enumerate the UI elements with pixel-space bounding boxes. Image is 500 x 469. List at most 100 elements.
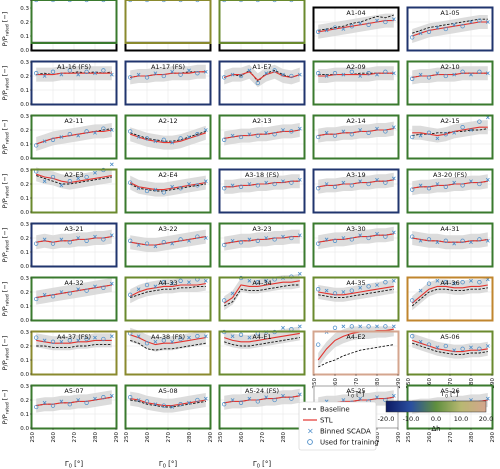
- scada-point: [153, 187, 158, 192]
- scada-point-stroke: [203, 236, 208, 240]
- scada-point-stroke: [187, 400, 191, 405]
- legend-binned-marker: ×: [307, 427, 314, 436]
- colorbar-gradient: [385, 400, 487, 413]
- baseline-line: [224, 337, 300, 347]
- scada-point-stroke: [418, 288, 423, 293]
- panel-frame: [218, 276, 306, 322]
- baseline-line: [224, 69, 300, 83]
- scada-point: [230, 238, 235, 243]
- uncertainty-band: [36, 123, 112, 151]
- scada-point-stroke: [42, 139, 47, 144]
- scada-point-stroke: [341, 324, 346, 329]
- training-point: [67, 132, 72, 137]
- panel-title: A5-06: [440, 333, 459, 341]
- panel-frame: [124, 0, 212, 44]
- training-point: [410, 334, 415, 339]
- scada-point: [76, 287, 81, 292]
- scada-point: [93, 396, 97, 401]
- panel-A1-E7: A1-E7: [218, 60, 306, 106]
- panel-A5-E6: A5-E6: [218, 0, 306, 44]
- panel-A2-09: A2-09: [312, 60, 400, 106]
- scada-point: [136, 186, 141, 191]
- scada-point: [230, 72, 235, 77]
- stl-line: [36, 72, 112, 76]
- panel-title: A4-32: [64, 279, 83, 287]
- scada-point-stroke: [59, 72, 64, 77]
- training-point: [67, 68, 72, 73]
- scada-point-stroke: [281, 325, 285, 330]
- scada-point-stroke: [391, 176, 396, 181]
- panel-A5-08: A5-08 250 260 270 280 290: [124, 384, 214, 443]
- scada-point: [203, 278, 208, 283]
- training-point: [101, 68, 106, 73]
- panel-A1-17 (FS): A1-17 (FS): [124, 60, 212, 106]
- scada-point: [59, 135, 64, 139]
- legend-stl-label: STL: [320, 417, 333, 425]
- training-point: [366, 71, 371, 76]
- training-point: [67, 402, 72, 407]
- training-point: [50, 174, 56, 180]
- x-tick-label: 280: [375, 432, 381, 443]
- panel-A4-38 (FS): A4-38 (FS): [124, 327, 212, 376]
- panel-A3-22: A3-22: [124, 222, 212, 268]
- panel-frame: [406, 114, 494, 160]
- uncertainty-band: [318, 226, 394, 250]
- scada-point-stroke: [93, 71, 97, 76]
- training-point: [67, 179, 72, 184]
- stl-line: [36, 396, 112, 407]
- scada-point-stroke: [187, 68, 191, 73]
- scada-point-stroke: [418, 183, 423, 188]
- panel-A5-07: A5-07 0.0 0.1 0.2 0.3 250 260 270 280 290: [20, 384, 120, 443]
- training-point: [255, 238, 260, 243]
- scada-point-stroke: [485, 344, 490, 348]
- scada-point: [93, 130, 97, 135]
- scada-point: [59, 399, 64, 404]
- baseline-line: [317, 344, 394, 368]
- scada-point: [170, 69, 175, 74]
- scada-point: [59, 290, 64, 294]
- scada-point-stroke: [136, 186, 141, 191]
- scada-point: [230, 133, 235, 138]
- scada-point-stroke: [203, 128, 208, 132]
- stl-line: [130, 334, 206, 346]
- training-point: [144, 241, 150, 246]
- scada-point-stroke: [42, 179, 47, 184]
- row-ylabel: P/Prated [−]: [1, 390, 11, 425]
- training-point: [460, 238, 465, 243]
- y-tick-label: 0.3: [20, 114, 29, 120]
- scada-point-stroke: [42, 338, 47, 343]
- scada-point: [469, 128, 473, 132]
- panel-title: A3-18 (FS): [245, 171, 279, 179]
- scada-point-stroke: [93, 335, 97, 340]
- panel-frame: [30, 276, 118, 322]
- scada-point: [324, 288, 329, 293]
- scada-point-stroke: [203, 179, 208, 184]
- training-point: [477, 69, 482, 74]
- panel-title: A5-26: [440, 387, 459, 395]
- scada-point-stroke: [452, 281, 457, 286]
- x-tick-label: 250: [218, 432, 224, 443]
- scada-point-stroke: [375, 283, 379, 287]
- training-point: [84, 336, 89, 342]
- scada-point: [375, 283, 379, 287]
- training-point: [128, 75, 133, 80]
- scada-point: [42, 139, 47, 144]
- scada-point-stroke: [435, 278, 440, 283]
- baseline-line: [130, 130, 206, 142]
- scada-point: [485, 344, 490, 348]
- baseline-line: [36, 344, 112, 348]
- panel-title: A5-E6: [252, 0, 271, 2]
- scada-point-stroke: [203, 396, 208, 401]
- training-point: [195, 183, 200, 188]
- scada-point-stroke: [485, 177, 490, 182]
- training-point: [426, 237, 432, 242]
- panel-A4-36: A4-36: [406, 276, 494, 322]
- training-point: [50, 137, 56, 142]
- panel-A5-28: A5-280.00.10.20.3: [20, 0, 118, 44]
- training-point: [50, 294, 56, 299]
- training-point: [349, 69, 354, 74]
- uncertainty-band: [130, 64, 206, 85]
- y-tick-label: 0.3: [20, 330, 29, 336]
- training-point: [316, 71, 321, 76]
- y-tick-label: 0.2: [20, 20, 29, 26]
